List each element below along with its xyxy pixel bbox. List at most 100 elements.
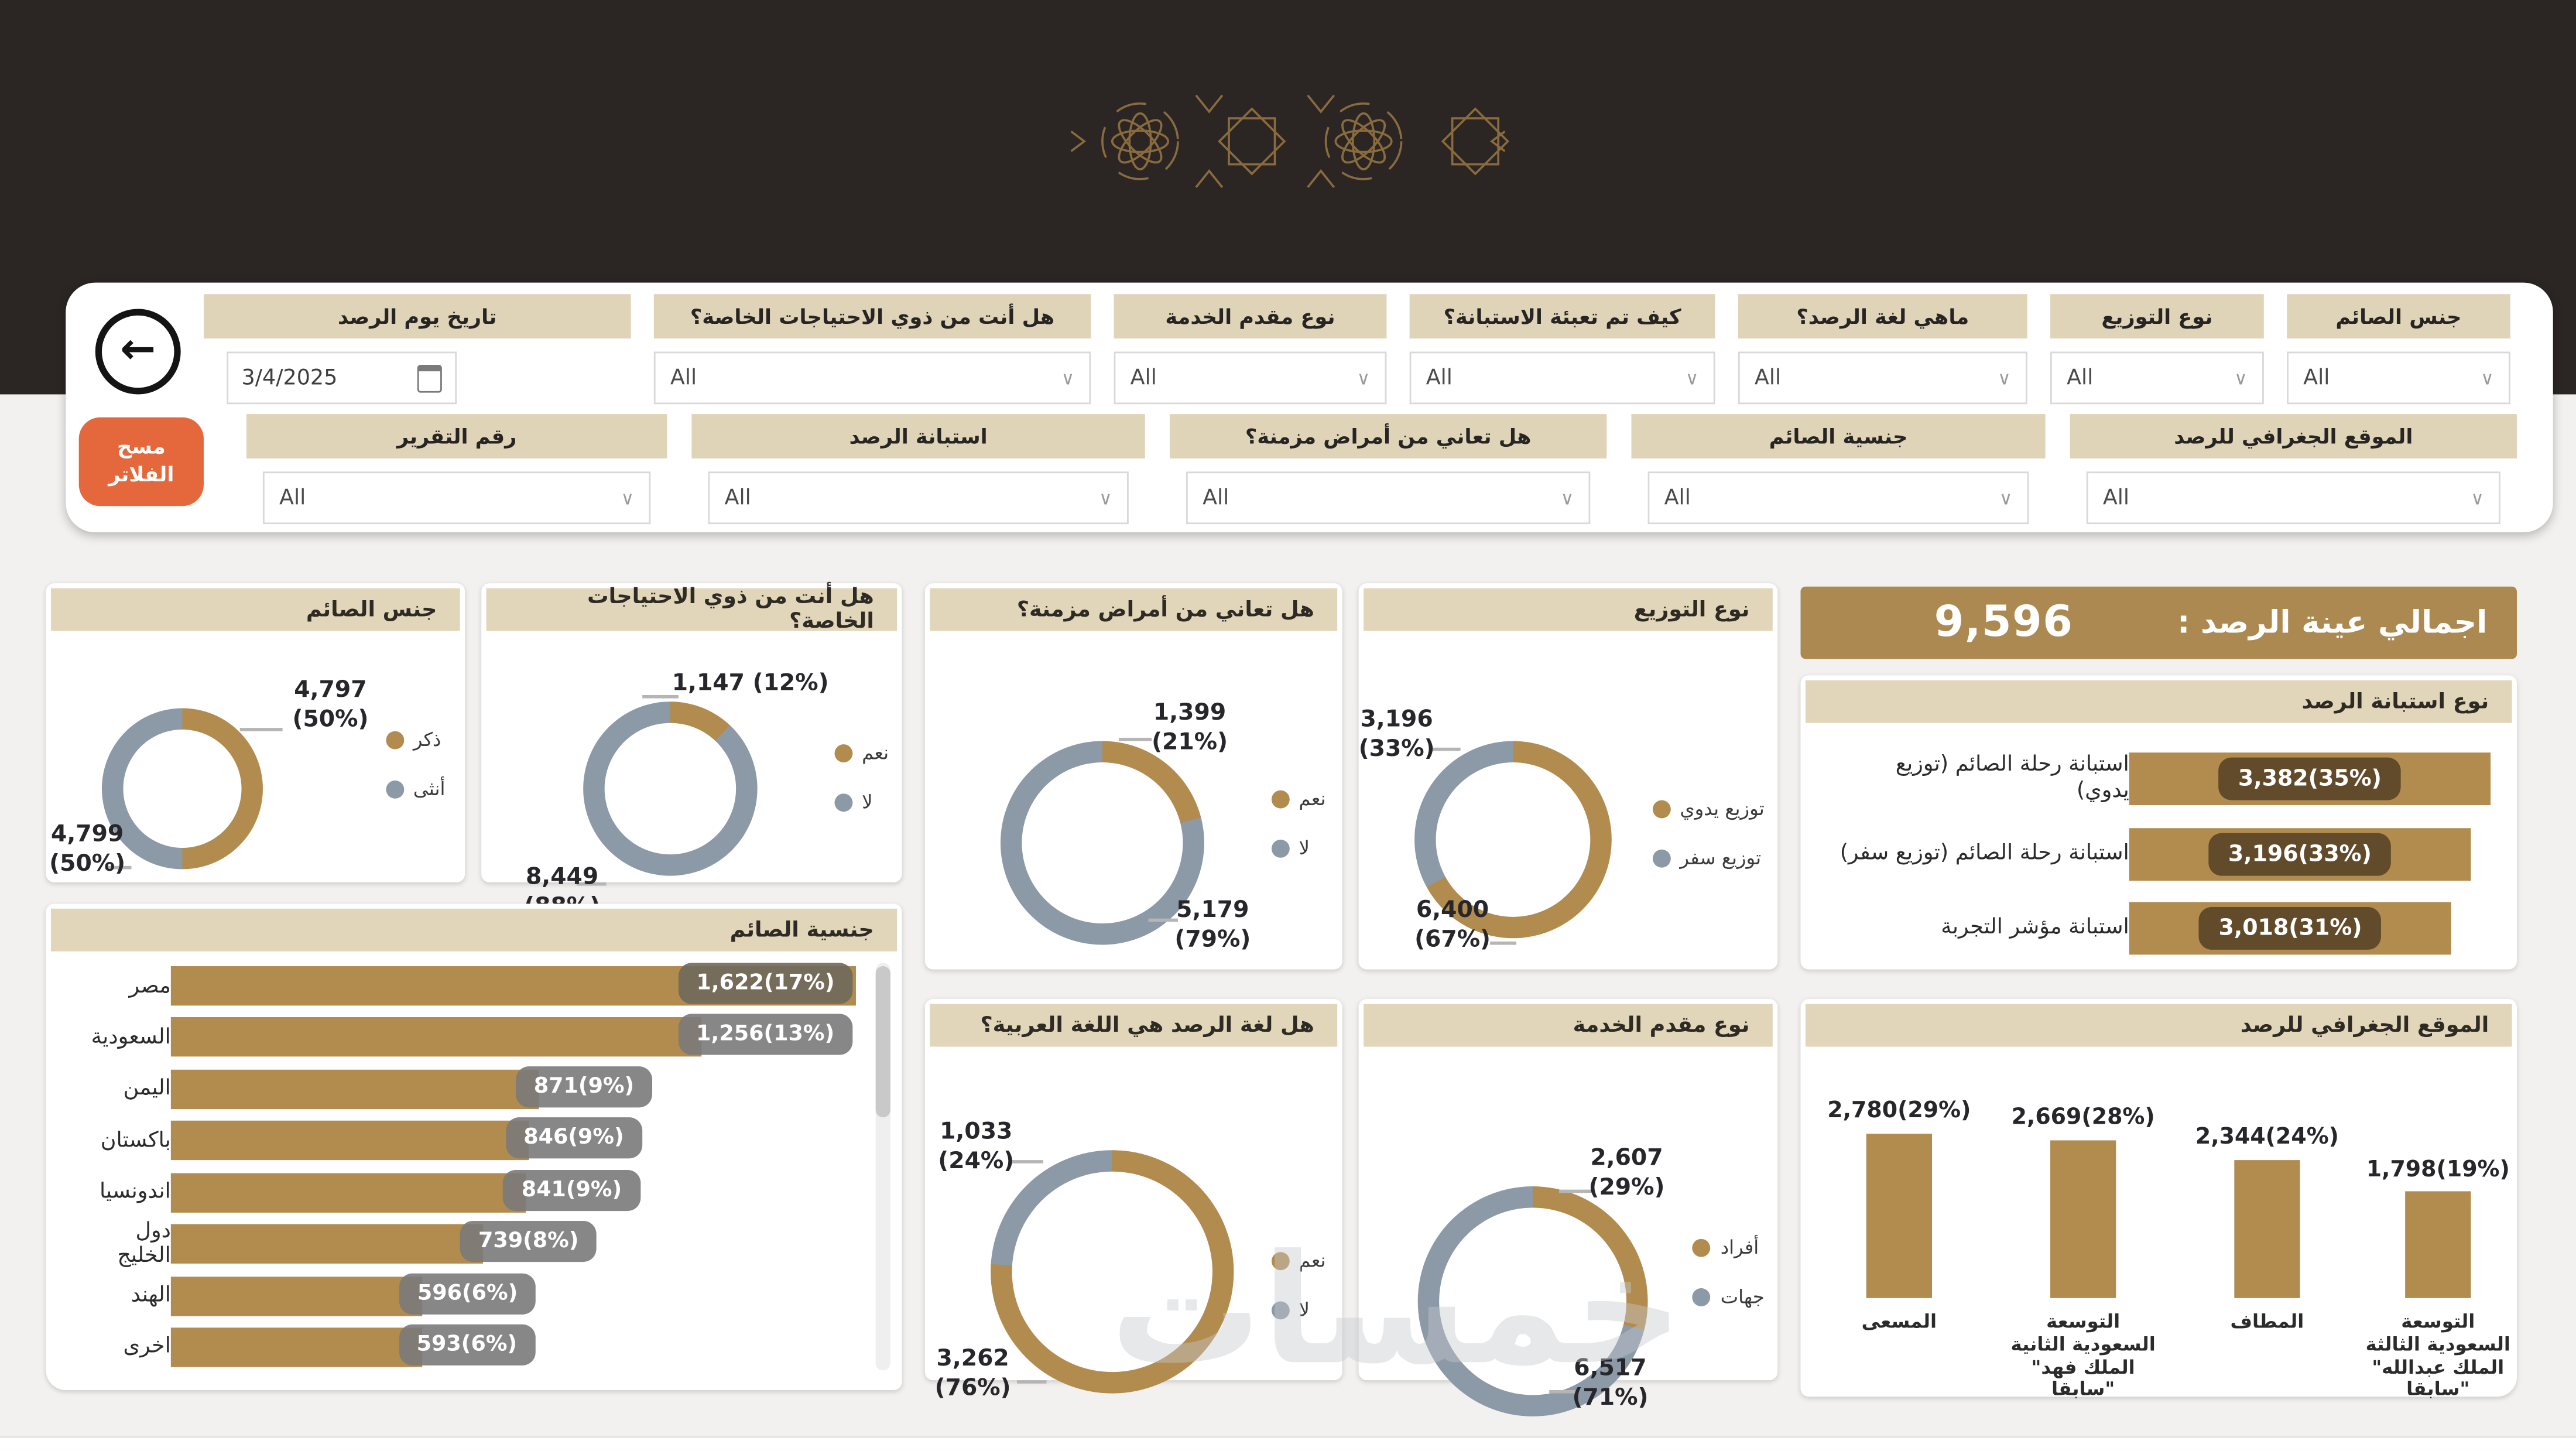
legend-item-travel[interactable]: توزيع سفر	[1652, 846, 1765, 869]
survey-row[interactable]: استبانة مؤشر التجربة 3,018(31%)	[1820, 901, 2491, 956]
bar-row[interactable]: مصر 1,622(17%)	[63, 963, 856, 1006]
column-group[interactable]: 2,780(29%) المسعى	[1817, 1048, 1982, 1387]
bar-row[interactable]: اخرى 593(6%)	[63, 1324, 856, 1367]
leader-line	[1549, 1390, 1576, 1393]
chevron-down-icon: ∨	[1999, 487, 2013, 509]
legend-dot-icon	[1270, 839, 1289, 857]
column-bar[interactable]	[2050, 1140, 2116, 1298]
distribution-donut-chart[interactable]	[1414, 741, 1612, 939]
legend-item-male[interactable]: ذكر	[385, 728, 445, 751]
distribution-dropdown[interactable]: All ∨	[2050, 351, 2264, 405]
filter-label: جنس الصائم	[2287, 294, 2510, 339]
legend-item-no[interactable]: لا	[834, 790, 889, 813]
location-dropdown[interactable]: All ∨	[2086, 471, 2500, 525]
panel-special-needs: هل أنت من ذوي الاحتياجات الخاصة؟ 1,147 (…	[481, 583, 902, 920]
filter-label: جنسية الصائم	[1631, 414, 2046, 458]
bar[interactable]: 871(9%)	[170, 1066, 653, 1109]
legend-dot-icon	[1693, 1287, 1711, 1306]
legend-item-no[interactable]: لا	[1270, 836, 1326, 860]
gender-dropdown[interactable]: All ∨	[2287, 351, 2510, 405]
column-bar[interactable]	[1866, 1134, 1932, 1298]
language-dropdown[interactable]: All ∨	[1738, 351, 2027, 405]
scrollbar[interactable]	[875, 963, 890, 1371]
leader-line	[239, 728, 283, 731]
legend-item-entities[interactable]: جهات	[1693, 1285, 1765, 1308]
bar[interactable]: 841(9%)	[170, 1169, 640, 1213]
chevron-down-icon: ∨	[1061, 367, 1075, 389]
panel-title: هل أنت من ذوي الاحتياجات الخاصة؟	[486, 585, 898, 634]
column-group[interactable]: 2,344(24%) المطاف	[2185, 1048, 2349, 1387]
provider-dropdown[interactable]: All ∨	[1114, 351, 1387, 405]
survey-row[interactable]: استبانة رحلة الصائم (توزيع سفر) 3,196(33…	[1820, 826, 2491, 881]
fill-method-dropdown[interactable]: All ∨	[1409, 351, 1715, 405]
back-button[interactable]: ←	[95, 309, 181, 395]
islamic-ornament-icon	[1070, 94, 1510, 189]
legend-item-no[interactable]: لا	[1270, 1298, 1326, 1321]
column-value-label: 2,669(28%)	[2011, 1104, 2155, 1131]
legend-item-individuals[interactable]: أفراد	[1693, 1236, 1765, 1258]
special-needs-dropdown[interactable]: All ∨	[653, 351, 1091, 405]
bar[interactable]: 1,622(17%)	[170, 963, 856, 1006]
leader-line	[1010, 1160, 1043, 1163]
legend-item-female[interactable]: أنثى	[385, 777, 445, 800]
chevron-down-icon: ∨	[1356, 367, 1371, 389]
column-bar[interactable]	[2405, 1192, 2471, 1298]
date-value: 3/4/2025	[241, 365, 338, 391]
leader-line	[1118, 737, 1152, 741]
legend-item-yes[interactable]: نعم	[834, 741, 889, 764]
bar-value-label: 3,196(33%)	[2208, 832, 2392, 875]
scrollbar-thumb[interactable]	[875, 966, 890, 1118]
bar[interactable]: 739(8%)	[170, 1221, 597, 1264]
legend-item-manual[interactable]: توزيع يدوي	[1652, 797, 1765, 820]
bar-row[interactable]: باكستان 846(9%)	[63, 1117, 856, 1161]
special-needs-donut-chart[interactable]	[583, 701, 758, 876]
back-arrow-icon: ←	[120, 325, 156, 375]
chevron-down-icon: ∨	[2471, 487, 2484, 509]
location-columns: 2,780(29%) المسعى 2,669(28%) التوسعة الس…	[1814, 1048, 2510, 1401]
legend-item-yes[interactable]: نعم	[1270, 787, 1326, 810]
bar[interactable]: 3,196(33%)	[2129, 827, 2471, 880]
filter-chronic: هل تعاني من أمراض مزمنة؟ All ∨	[1169, 414, 1607, 525]
bar[interactable]: 3,018(31%)	[2129, 902, 2452, 955]
legend-dot-icon	[1652, 848, 1670, 867]
bar-row[interactable]: اليمن 871(9%)	[63, 1066, 856, 1109]
chronic-dropdown[interactable]: All ∨	[1186, 471, 1591, 525]
nationality-bars: مصر 1,622(17%) السعودية 1,256(13%) اليمن…	[63, 963, 856, 1367]
bar-row[interactable]: دول الخليج 739(8%)	[63, 1219, 856, 1269]
chronic-donut-chart[interactable]	[1000, 741, 1204, 945]
bar[interactable]: 1,256(13%)	[170, 1014, 853, 1058]
filter-row-2: الموقع الجغرافي للرصد All ∨ جنسية الصائم …	[246, 414, 2517, 525]
bar[interactable]: 593(6%)	[170, 1324, 535, 1367]
date-field[interactable]: 3/4/2025	[227, 351, 457, 405]
arabic-language-donut-chart[interactable]	[991, 1150, 1234, 1394]
bar[interactable]: 3,382(35%)	[2129, 752, 2491, 805]
bar-row[interactable]: السعودية 1,256(13%)	[63, 1014, 856, 1058]
nationality-dropdown[interactable]: All ∨	[1647, 471, 2029, 525]
leader-line	[105, 865, 132, 869]
column-group[interactable]: 2,669(28%) التوسعة السعودية الثانية المل…	[2001, 1048, 2166, 1401]
filter-report-number: رقم التقرير All ∨	[246, 414, 667, 525]
survey-dropdown[interactable]: All ∨	[708, 471, 1129, 525]
leader-line	[1148, 918, 1178, 921]
clear-filters-button[interactable]: مسح الفلاتر	[78, 417, 204, 507]
survey-row[interactable]: استبانة رحلة الصائم (توزيع يدوي) 3,382(3…	[1820, 751, 2491, 806]
bar[interactable]: 846(9%)	[170, 1117, 642, 1161]
bar-row[interactable]: اندونسيا 841(9%)	[63, 1169, 856, 1213]
column-bar[interactable]	[2234, 1159, 2300, 1298]
gender-donut-chart[interactable]	[101, 708, 263, 870]
panel-title: نوع استبانة الرصد	[1805, 680, 2512, 723]
panel-title: هل لغة الرصد هي اللغة العربية؟	[930, 1004, 1338, 1047]
report-number-dropdown[interactable]: All ∨	[262, 471, 651, 525]
column-value-label: 2,780(29%)	[1827, 1097, 1971, 1124]
bar[interactable]: 596(6%)	[170, 1272, 536, 1316]
legend: ذكر أنثى	[385, 728, 445, 800]
provider-donut-chart[interactable]	[1417, 1186, 1648, 1416]
bar-row[interactable]: الهند 596(6%)	[63, 1272, 856, 1316]
chevron-down-icon: ∨	[1998, 367, 2011, 389]
filter-bar: ← مسح الفلاتر جنس الصائم All ∨ نوع التوزيع…	[66, 282, 2553, 533]
legend-item-yes[interactable]: نعم	[1270, 1249, 1326, 1272]
filter-label: كيف تم تعبئة الاستبانة؟	[1409, 294, 1715, 339]
column-group[interactable]: 1,798(19%) التوسعة السعودية الثالثة المل…	[2356, 1048, 2520, 1401]
panel-title: نوع التوزيع	[1364, 588, 1773, 631]
panel-provider-type: نوع مقدم الخدمة 2,607 (29%) 6,517 (71%) أف…	[1358, 999, 1778, 1416]
